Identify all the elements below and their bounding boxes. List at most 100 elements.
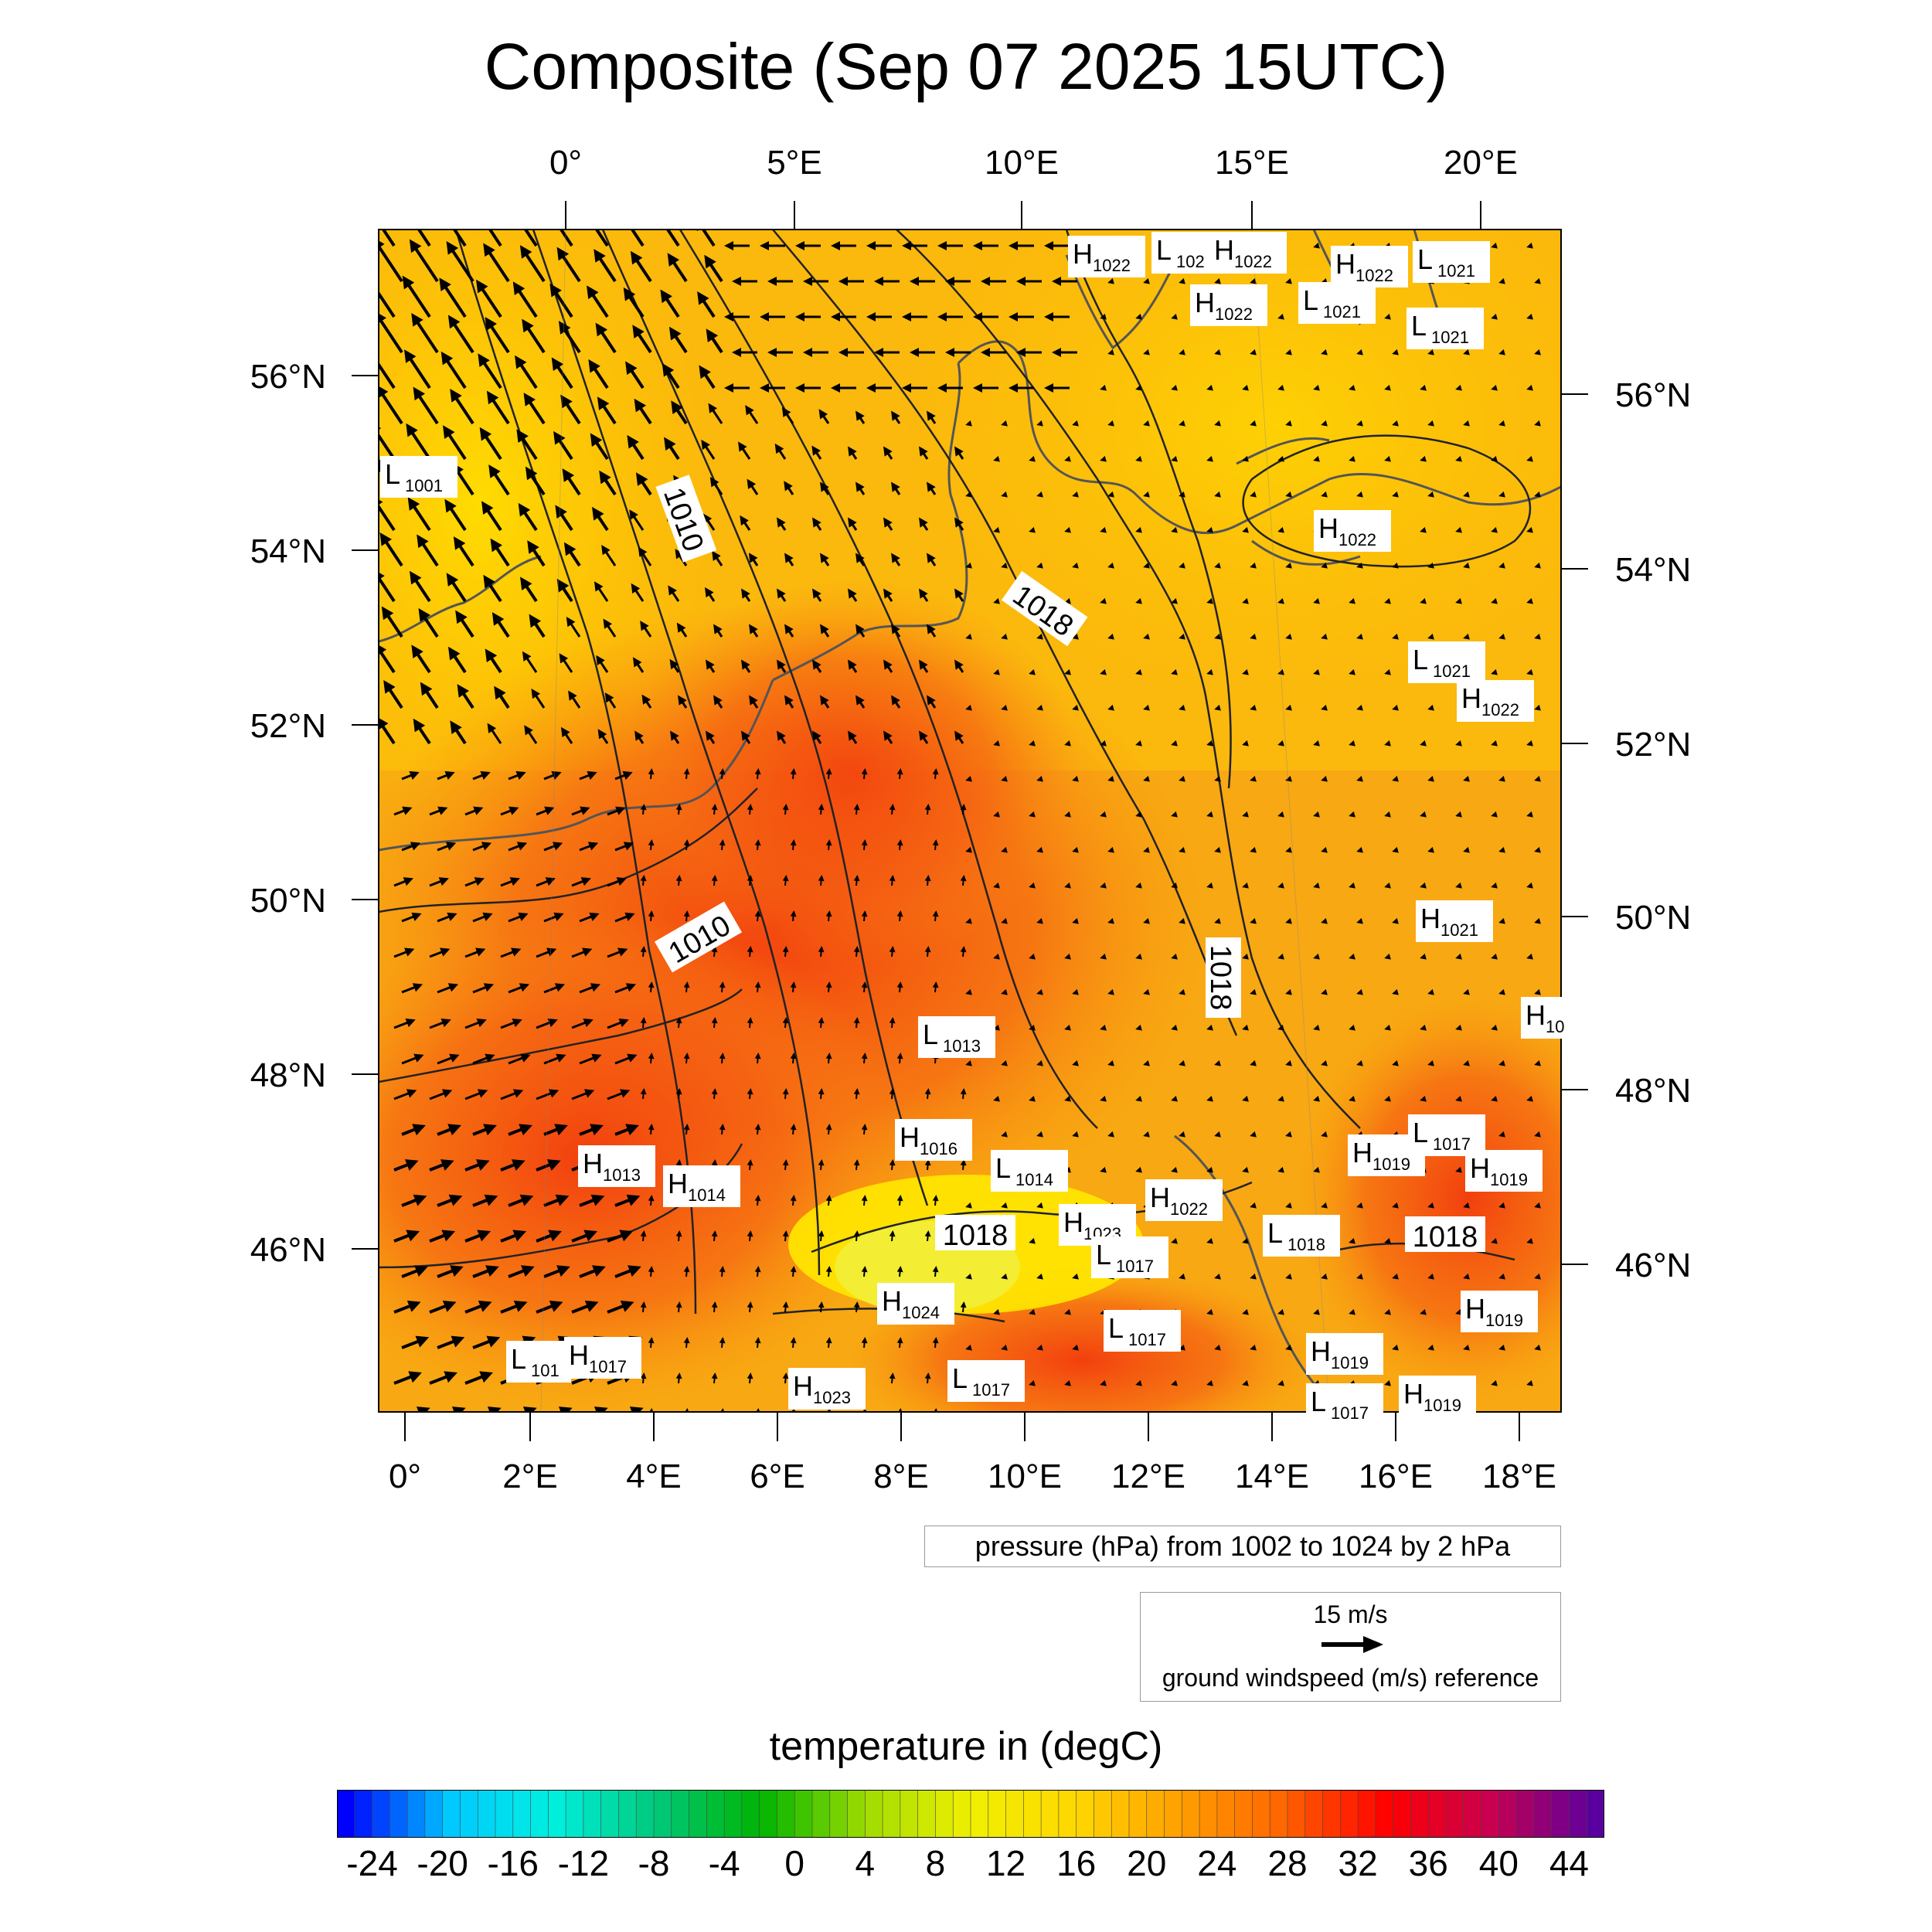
colorbar-tick-label: 4 (855, 1843, 876, 1883)
wind-vector (704, 587, 716, 602)
wind-vector (1455, 384, 1462, 391)
wind-vector (1463, 633, 1470, 640)
wind-vector (1313, 740, 1320, 747)
wind-vector (409, 570, 431, 603)
wind-vector (558, 321, 581, 354)
pressure-center-label: H 1023 (788, 1368, 866, 1410)
svg-text:1022: 1022 (1355, 266, 1393, 285)
wind-vector (965, 633, 972, 640)
wind-vector (429, 1089, 453, 1100)
wind-vector (782, 1372, 789, 1384)
wind-vector (379, 347, 396, 389)
wind-vector (401, 770, 420, 781)
wind-vector (417, 534, 439, 567)
colorbar-swatch (917, 1790, 937, 1838)
wind-vector (1384, 740, 1391, 747)
wind-vector (683, 1053, 690, 1064)
svg-text:L: L (1411, 310, 1427, 342)
wind-vector (379, 495, 396, 532)
wind-vector (889, 875, 896, 886)
svg-text:L: L (511, 1343, 526, 1375)
wind-vector (1214, 1131, 1221, 1138)
wind-vector (1001, 1060, 1008, 1066)
wind-vector (1250, 420, 1257, 427)
svg-text:1019: 1019 (1423, 1396, 1461, 1415)
wind-vector (1242, 1166, 1249, 1173)
wind-vector (579, 1194, 605, 1207)
wind-vector (1100, 740, 1107, 747)
wind-vector (1064, 668, 1071, 675)
wind-vector (1064, 1024, 1071, 1031)
wind-vector (1072, 633, 1079, 640)
svg-text:1017: 1017 (972, 1380, 1010, 1400)
left-lat-label: 54°N (250, 532, 326, 570)
wind-vector (1498, 775, 1505, 782)
wind-vector (1455, 1024, 1462, 1031)
colorbar-swatch (1375, 1790, 1394, 1838)
wind-vector (629, 509, 645, 531)
wind-vector (1171, 1237, 1178, 1244)
svg-text:1021: 1021 (1440, 920, 1478, 940)
svg-text:L: L (1156, 234, 1172, 266)
wind-vector (1135, 1379, 1142, 1386)
wind-vector (818, 409, 830, 424)
colorbar-tick-label: 28 (1267, 1843, 1308, 1883)
colorbar-swatch (1304, 1790, 1324, 1838)
wind-vector (1321, 917, 1328, 924)
wind-vector (536, 877, 556, 887)
colorbar-swatch (847, 1790, 866, 1838)
wind-vector (782, 875, 789, 886)
wind-vector (1107, 704, 1114, 711)
colorbar-swatch (1005, 1790, 1025, 1838)
pressure-center-label: H 10 (1521, 997, 1573, 1039)
svg-text:H: H (1073, 238, 1093, 270)
wind-vector (1135, 455, 1142, 462)
svg-text:H: H (1470, 1152, 1490, 1184)
wind-vector (630, 250, 652, 283)
wind-vector (1064, 597, 1071, 604)
wind-vector (1427, 775, 1434, 782)
wind-vector (640, 875, 647, 886)
wind-vector (1179, 775, 1185, 782)
wind-vector (1135, 740, 1142, 747)
colorbar-swatch (424, 1790, 444, 1838)
wind-vector (393, 877, 413, 887)
wind-vector (1571, 1419, 1575, 1420)
wind-vector (1250, 775, 1257, 782)
colorbar-swatch (988, 1790, 1007, 1838)
pressure-legend: pressure (hPa) from 1002 to 1024 by 2 hP… (924, 1526, 1561, 1567)
wind-vector (1392, 988, 1399, 995)
wind-vector (719, 1124, 726, 1135)
wind-vector (1107, 420, 1114, 427)
wind-vector (402, 275, 431, 318)
wind-vector (571, 947, 593, 958)
wind-vector (1143, 633, 1150, 640)
wind-vector (1571, 1134, 1575, 1135)
colorbar-swatch (1445, 1790, 1464, 1838)
wind-vector (1251, 1419, 1255, 1420)
wind-vector (853, 1088, 860, 1100)
wind-vector (790, 1053, 797, 1064)
svg-text:L: L (1311, 1386, 1326, 1417)
wind-vector (1571, 637, 1575, 638)
wind-vector (1349, 1024, 1355, 1031)
wind-vector (1143, 1060, 1150, 1066)
wind-vector (1571, 1348, 1575, 1349)
svg-text:1014: 1014 (1015, 1170, 1053, 1189)
wind-vector (549, 283, 573, 318)
wind-vector (594, 581, 609, 602)
wind-vector (853, 946, 860, 957)
wind-vector (1285, 633, 1292, 640)
wind-vector (522, 1406, 537, 1412)
wind-vector (891, 695, 901, 709)
wind-vector (579, 1265, 606, 1278)
colorbar-swatch (1128, 1790, 1148, 1838)
wind-vector (1135, 1166, 1142, 1173)
wind-vector (393, 1371, 422, 1385)
pressure-center-label: H 1022 (1068, 236, 1145, 277)
wind-vector (891, 481, 901, 495)
wind-vector (1455, 1308, 1462, 1315)
wind-vector (1064, 1095, 1071, 1102)
wind-vector (683, 1266, 690, 1277)
top-lon-label: 5°E (767, 144, 821, 182)
